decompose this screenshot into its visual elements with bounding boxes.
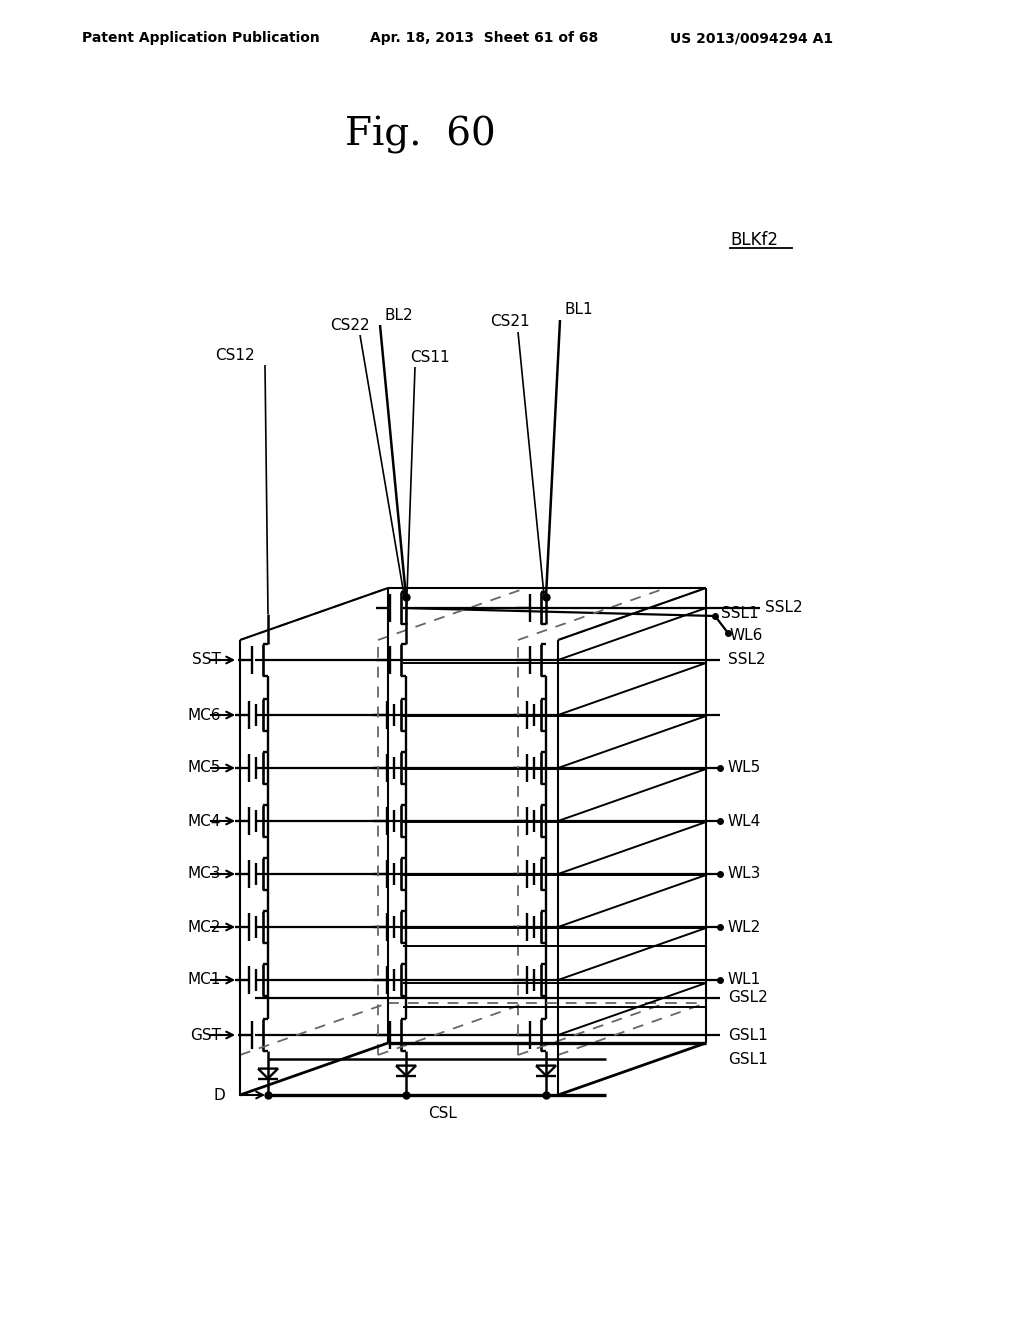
Text: US 2013/0094294 A1: US 2013/0094294 A1 (670, 30, 834, 45)
Text: BL1: BL1 (565, 302, 594, 318)
Text: CS12: CS12 (215, 347, 255, 363)
Text: WL5: WL5 (728, 760, 761, 776)
Text: BL2: BL2 (385, 308, 414, 322)
Text: MC2: MC2 (187, 920, 221, 935)
Text: GST: GST (190, 1027, 221, 1043)
Text: GSL1: GSL1 (728, 1052, 768, 1067)
Text: WL3: WL3 (728, 866, 762, 882)
Text: SSL1: SSL1 (721, 606, 759, 620)
Text: Fig.  60: Fig. 60 (345, 116, 496, 154)
Text: BLKf2: BLKf2 (730, 231, 778, 249)
Text: SST: SST (193, 652, 221, 668)
Text: MC6: MC6 (187, 708, 221, 722)
Text: WL2: WL2 (728, 920, 761, 935)
Text: SSL2: SSL2 (765, 601, 803, 615)
Text: WL4: WL4 (728, 813, 761, 829)
Text: Patent Application Publication: Patent Application Publication (82, 30, 319, 45)
Text: MC1: MC1 (187, 973, 221, 987)
Text: CS21: CS21 (490, 314, 529, 330)
Text: CS11: CS11 (410, 350, 450, 364)
Text: MC3: MC3 (187, 866, 221, 882)
Text: GSL1: GSL1 (728, 1027, 768, 1043)
Text: SSL2: SSL2 (728, 652, 766, 668)
Text: CSL: CSL (428, 1106, 457, 1121)
Text: CS22: CS22 (330, 318, 370, 333)
Text: D: D (213, 1088, 225, 1102)
Text: WL6: WL6 (730, 627, 763, 643)
Text: Apr. 18, 2013  Sheet 61 of 68: Apr. 18, 2013 Sheet 61 of 68 (370, 30, 598, 45)
Text: WL1: WL1 (728, 973, 761, 987)
Text: MC4: MC4 (187, 813, 221, 829)
Text: GSL2: GSL2 (728, 990, 768, 1006)
Text: MC5: MC5 (187, 760, 221, 776)
